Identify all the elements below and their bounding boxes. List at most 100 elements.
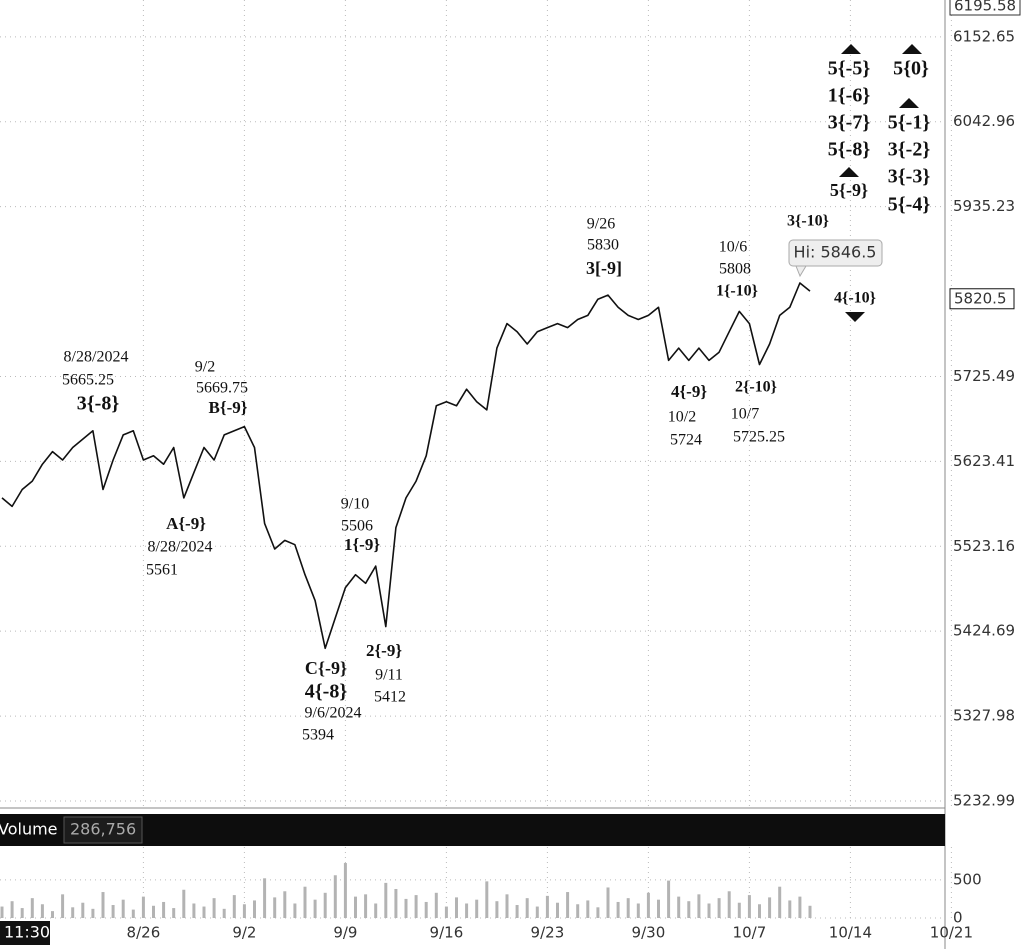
volume-bar (30, 898, 34, 918)
volume-bar (465, 903, 469, 918)
annotation: 5{-1} (888, 112, 931, 134)
volume-bar (61, 894, 65, 918)
x-tick-label: 9/2 (232, 924, 256, 942)
volume-bar (444, 906, 448, 918)
volume-bar (788, 900, 792, 918)
volume-bar (475, 899, 479, 918)
x-tick-label: 9/16 (430, 924, 464, 942)
annotation: 5561 (146, 562, 178, 579)
high-label: Hi: 5846.5 (794, 243, 877, 262)
volume-bar (222, 908, 226, 918)
x-tick-label: 8/26 (127, 924, 161, 942)
max-price: 6195.58 (954, 0, 1016, 15)
volume-bar (535, 906, 539, 918)
annotation: 5{-4} (888, 194, 931, 216)
annotation: 9/2 (195, 359, 215, 376)
annotation: 5808 (719, 261, 751, 278)
annotation: 8/28/2024 (148, 539, 213, 556)
y-tick-label: 5424.69 (953, 622, 1015, 640)
annotation: 3{-8} (77, 393, 120, 415)
volume-bar (313, 899, 317, 918)
volume-bar (505, 894, 509, 918)
volume-bar (697, 894, 701, 918)
volume-bar (20, 908, 24, 918)
annotation: 5725.25 (733, 429, 785, 446)
annotation: 9/11 (375, 667, 403, 684)
volume-bar (374, 903, 378, 918)
volume-bar (172, 908, 176, 918)
x-tick-label: 10/14 (829, 924, 872, 942)
volume-bar (545, 895, 549, 918)
annotation: C{-9} (305, 658, 347, 678)
volume-bar (778, 886, 782, 918)
volume-bar (323, 892, 327, 918)
volume-bar (131, 909, 135, 918)
annotation: 2{-9} (366, 641, 402, 660)
volume-bar (192, 903, 196, 918)
arrow-down (845, 312, 865, 322)
volume-bar (394, 888, 398, 918)
volume-bar (485, 881, 489, 918)
last-price-box (949, 288, 1015, 310)
annotation: 3[-9] (586, 258, 622, 278)
arrow-up (841, 44, 861, 54)
volume-bar (91, 908, 95, 918)
volume-total: 286,756 (70, 820, 136, 839)
annotation: 5830 (587, 237, 619, 254)
annotation: 9/26 (587, 216, 615, 233)
annotation: 3{-2} (888, 139, 931, 161)
annotation: A{-9} (166, 514, 206, 533)
volume-bar (556, 902, 559, 918)
volume-bar (758, 904, 761, 918)
volume-bar (141, 896, 145, 918)
annotation: 5394 (302, 727, 334, 744)
volume-bar (152, 905, 155, 918)
y-tick-label: 6042.96 (953, 112, 1015, 130)
volume-bar (273, 897, 277, 918)
volume-bar (525, 898, 529, 918)
annotation: 2{-10} (735, 379, 777, 396)
volume-bar (727, 891, 731, 918)
time-label: 11:30 (4, 923, 50, 942)
volume-bar (707, 903, 711, 918)
high-box (788, 239, 883, 267)
volume-total-box (63, 816, 143, 844)
volume-bar (293, 903, 297, 918)
volume-bar (768, 897, 772, 918)
annotation: 1{-10} (716, 283, 758, 300)
arrow-up (902, 44, 922, 54)
volume-bar (121, 899, 125, 918)
max-price-box (949, 0, 1021, 16)
volume-bar (576, 904, 580, 918)
x-tick-label: 9/9 (333, 924, 357, 942)
volume-bar (596, 907, 600, 918)
volume-bar (414, 895, 418, 918)
annotation: 1{-9} (344, 535, 380, 554)
volume-bar (687, 901, 691, 918)
volume-bar (242, 904, 246, 918)
volume-bar (162, 901, 166, 918)
annotation: 4{-9} (671, 382, 707, 401)
volume-bar (586, 900, 590, 918)
volume-bar (232, 895, 236, 918)
annotation: 9/10 (341, 496, 369, 513)
volume-bar (404, 898, 408, 918)
volume-bar (111, 905, 115, 918)
x-tick-label: 10/7 (733, 924, 767, 942)
volume-bar (616, 901, 620, 918)
volume-bar (636, 903, 640, 918)
volume-bar (71, 907, 75, 918)
volume-bar (737, 902, 741, 918)
y-tick-label: 5623.41 (953, 452, 1015, 470)
y-tick-label: 500 (953, 870, 982, 888)
y-tick-label: 5935.23 (953, 197, 1015, 215)
annotation: 8/28/2024 (64, 349, 129, 366)
volume-bar (40, 904, 44, 918)
volume-bar (354, 896, 357, 918)
annotation: 4{-10} (834, 290, 876, 307)
volume-bar (566, 892, 570, 918)
annotation: 3{-3} (888, 166, 931, 188)
volume-bar (434, 892, 438, 918)
